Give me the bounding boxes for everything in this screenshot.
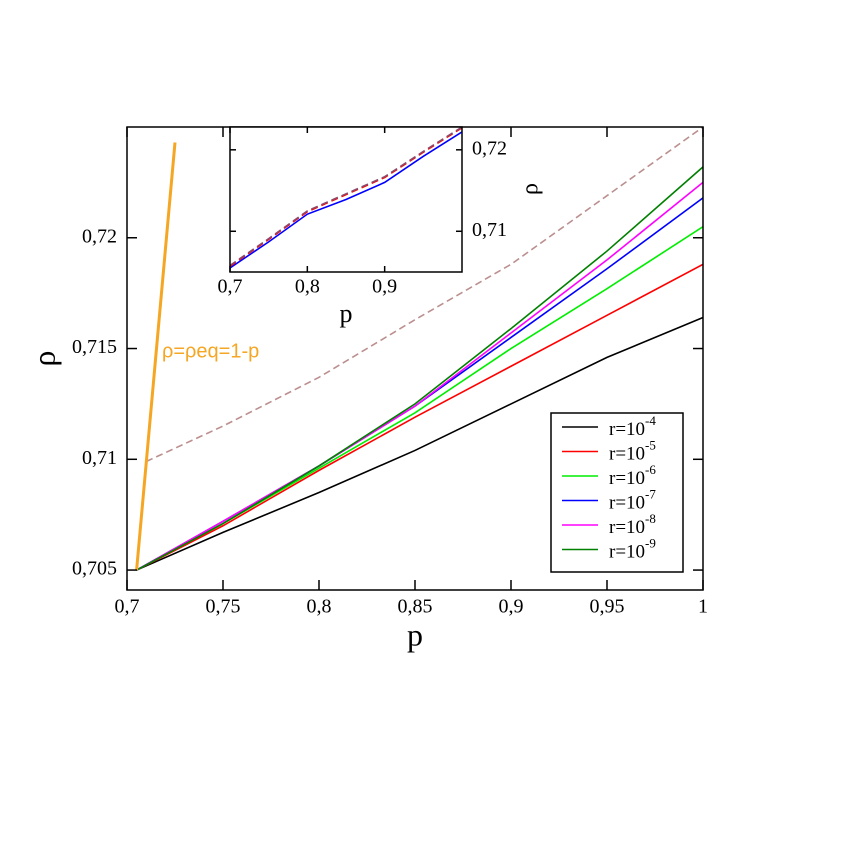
legend-box: [550, 412, 684, 573]
x-tick-label: 0,8: [307, 596, 332, 618]
series-line: [136, 316, 703, 571]
series-line: [135, 142, 177, 571]
x-axis-label: p: [340, 299, 353, 328]
x-tick-label: 0,7: [218, 276, 243, 298]
x-tick-label: 0,95: [590, 596, 625, 618]
series-line: [230, 127, 462, 267]
y-tick-label: 0,71: [82, 447, 117, 469]
x-tick-label: 0,7: [115, 596, 140, 618]
plot-frame: [229, 126, 463, 273]
series-line: [230, 131, 462, 269]
x-tick-label: 0,85: [398, 596, 433, 618]
annotation: ρ=ρeq=1-p: [162, 340, 259, 362]
series-group: [230, 127, 462, 269]
legend-label: r=10-7: [609, 486, 656, 513]
series-group: [135, 127, 703, 571]
y-tick-label: 0,72: [82, 225, 117, 247]
y-tick-label: 0,715: [72, 336, 117, 358]
legend-label: r=10-8: [609, 511, 656, 538]
x-tick-label: 0,9: [372, 276, 397, 298]
y-axis-label: ρ: [25, 351, 61, 367]
x-tick-label: 0,8: [295, 276, 320, 298]
x-tick-label: 0,9: [499, 596, 524, 618]
series-line: [145, 127, 703, 463]
legend-label: r=10-4: [609, 413, 656, 440]
legend-label: r=10-9: [609, 535, 656, 562]
legend-label: r=10-6: [609, 462, 656, 489]
y-tick-label: 0,71: [472, 219, 507, 241]
series-line: [136, 263, 703, 571]
y-tick-label: 0,705: [72, 558, 117, 580]
series-line: [136, 181, 703, 571]
x-tick-label: 1: [698, 596, 708, 618]
x-tick-label: 0,75: [206, 596, 241, 618]
legend-label: r=10-5: [609, 437, 656, 464]
y-tick-label: 0,72: [472, 137, 507, 159]
y-axis-label: ρ: [518, 183, 544, 195]
series-line: [136, 166, 703, 571]
x-axis-label: p: [407, 616, 423, 652]
